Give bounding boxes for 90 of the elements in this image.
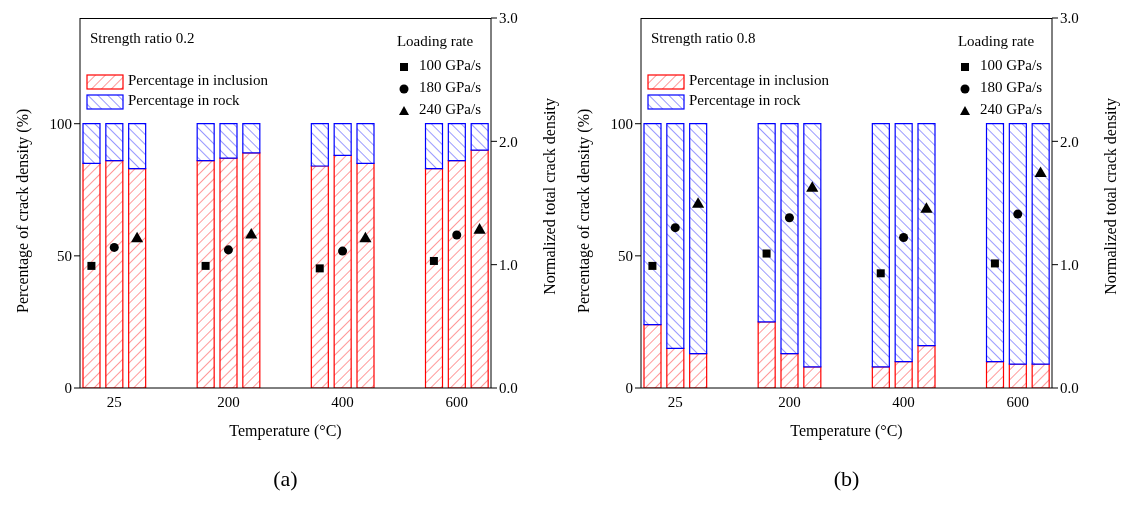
bar bbox=[917, 123, 936, 347]
bar bbox=[128, 123, 147, 170]
bar bbox=[470, 123, 489, 151]
bar bbox=[242, 123, 261, 154]
x-tick-label: 25 bbox=[106, 393, 122, 410]
bar bbox=[333, 123, 352, 157]
bar bbox=[333, 154, 352, 388]
text: Strength ratio 0.8 bbox=[651, 30, 756, 47]
bar bbox=[780, 123, 799, 355]
x-axis-title: Temperature (°C) bbox=[229, 422, 342, 440]
bar bbox=[689, 123, 708, 355]
legend-label: 240 GPa/s bbox=[417, 100, 481, 119]
bar bbox=[219, 157, 238, 388]
legend-label: 180 GPa/s bbox=[417, 78, 481, 97]
x-tick-label: 400 bbox=[892, 393, 915, 410]
bar bbox=[985, 360, 1005, 388]
bar bbox=[356, 162, 375, 388]
y2-tick-label: 1.0 bbox=[1060, 256, 1079, 273]
bar bbox=[1008, 123, 1027, 365]
bar bbox=[447, 123, 466, 162]
legend-title: Loading rate bbox=[957, 32, 1036, 51]
bar bbox=[105, 160, 124, 388]
y2-tick-label: 1.0 bbox=[499, 256, 518, 273]
y-tick-label: 100 bbox=[49, 116, 72, 133]
bar bbox=[242, 152, 261, 388]
bar bbox=[219, 123, 238, 159]
legend-label: 100 GPa/s bbox=[417, 56, 481, 75]
bar bbox=[447, 160, 466, 388]
y2-tick-label: 3.0 bbox=[1060, 10, 1079, 27]
bar bbox=[470, 149, 489, 388]
bar bbox=[757, 321, 776, 388]
y-tick-label: 50 bbox=[57, 248, 72, 265]
legend-label: 180 GPa/s bbox=[978, 78, 1042, 97]
x-tick-label: 25 bbox=[667, 393, 683, 410]
bar bbox=[310, 165, 329, 388]
bar bbox=[666, 347, 685, 388]
x-tick-label: 600 bbox=[445, 393, 468, 410]
y2-tick-label: 0.0 bbox=[499, 380, 518, 397]
bar bbox=[643, 323, 662, 388]
bar bbox=[424, 168, 444, 388]
bar bbox=[196, 160, 215, 388]
legend-label: Percentage in inclusion bbox=[127, 71, 268, 90]
text: (a) bbox=[272, 466, 299, 492]
bar bbox=[1008, 363, 1027, 388]
bar bbox=[356, 123, 375, 164]
y-tick-label: 50 bbox=[618, 248, 633, 265]
y2-axis-title: Normalized total crack density bbox=[1101, 98, 1120, 295]
bar bbox=[871, 123, 890, 368]
x-axis-title: Temperature (°C) bbox=[790, 422, 903, 440]
bar bbox=[757, 123, 776, 323]
bar bbox=[666, 123, 685, 349]
bar bbox=[780, 353, 799, 388]
bar bbox=[196, 123, 215, 162]
y2-tick-label: 3.0 bbox=[499, 10, 518, 27]
bar bbox=[917, 345, 936, 388]
bar bbox=[689, 353, 708, 388]
legend-label: 240 GPa/s bbox=[978, 100, 1042, 119]
x-tick-label: 600 bbox=[1006, 393, 1029, 410]
bar bbox=[803, 123, 822, 368]
x-tick-label: 200 bbox=[778, 393, 801, 410]
bar bbox=[894, 360, 913, 388]
bar bbox=[128, 168, 147, 388]
bar bbox=[310, 123, 329, 167]
bar bbox=[643, 123, 662, 326]
bar bbox=[985, 123, 1005, 363]
bar bbox=[894, 123, 913, 363]
y2-tick-label: 2.0 bbox=[499, 133, 518, 150]
bar bbox=[82, 123, 101, 164]
bar bbox=[105, 123, 124, 162]
y-axis-title: Percentage of crack density (%) bbox=[574, 108, 593, 313]
y2-axis-title: Normalized total crack density bbox=[540, 98, 559, 295]
x-tick-label: 400 bbox=[331, 393, 354, 410]
y-tick-label: 0 bbox=[64, 380, 72, 397]
y-tick-label: 0 bbox=[625, 380, 633, 397]
x-tick-label: 200 bbox=[217, 393, 240, 410]
y2-tick-label: 2.0 bbox=[1060, 133, 1079, 150]
y-tick-label: 100 bbox=[610, 116, 633, 133]
legend-title: Loading rate bbox=[396, 32, 475, 51]
y-axis-title: Percentage of crack density (%) bbox=[13, 108, 32, 313]
legend-label: 100 GPa/s bbox=[978, 56, 1042, 75]
legend-label: Percentage in inclusion bbox=[688, 71, 829, 90]
text: (b) bbox=[832, 466, 861, 492]
legend-label: Percentage in rock bbox=[127, 91, 241, 110]
bar bbox=[1031, 123, 1050, 365]
legend-label: Percentage in rock bbox=[688, 91, 802, 110]
bar bbox=[1031, 363, 1050, 388]
bar bbox=[82, 162, 101, 388]
y2-tick-label: 0.0 bbox=[1060, 380, 1079, 397]
text: Strength ratio 0.2 bbox=[90, 30, 195, 47]
bar bbox=[424, 123, 444, 170]
